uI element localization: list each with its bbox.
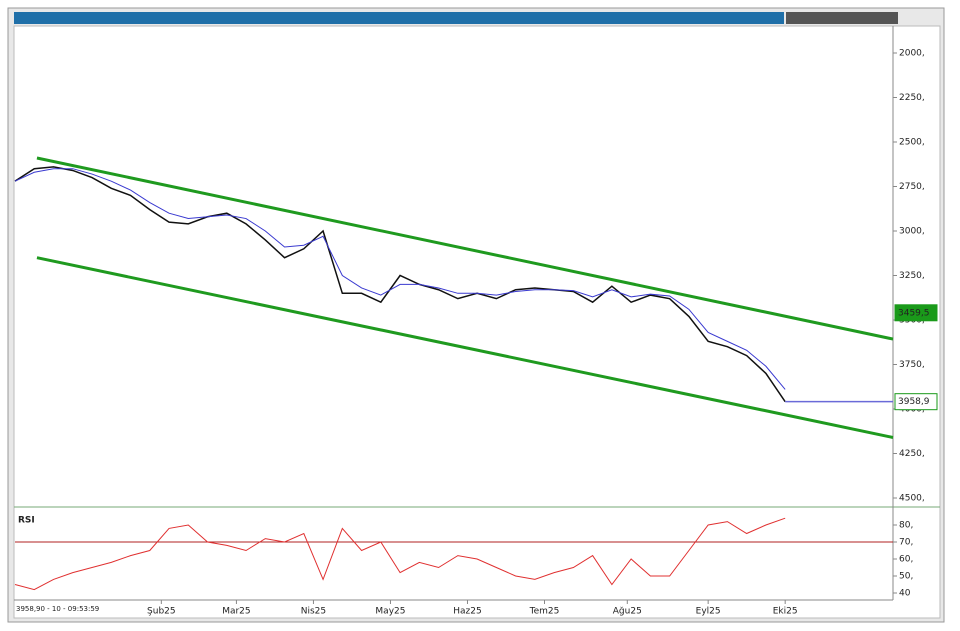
toolbar-right bbox=[786, 12, 898, 24]
y-tick-label: 60, bbox=[899, 555, 913, 565]
y-tick-label: 4250, bbox=[899, 449, 925, 459]
trend-line bbox=[36, 256, 894, 439]
status-text: 3958,90 - 10 - 09:53:59 bbox=[16, 605, 99, 613]
x-tick-label: May25 bbox=[375, 607, 405, 617]
y-tick-label: 4500, bbox=[899, 494, 925, 504]
rsi-title: RSI bbox=[18, 516, 35, 526]
x-tick-label: Eyl25 bbox=[696, 607, 721, 617]
x-tick-label: Tem25 bbox=[529, 607, 560, 617]
series-line bbox=[14, 168, 786, 390]
x-tick-label: Mar25 bbox=[222, 607, 250, 617]
series-line bbox=[14, 517, 786, 591]
price-label-box bbox=[894, 393, 938, 411]
y-tick-label: 3750, bbox=[899, 360, 925, 370]
y-tick-label: 70, bbox=[899, 538, 913, 548]
x-tick-label: Şub25 bbox=[147, 607, 176, 617]
price-label: 3459,5 bbox=[898, 308, 930, 318]
x-tick-label: Eki25 bbox=[773, 607, 798, 617]
y-tick-label: 2750, bbox=[899, 182, 925, 192]
x-tick-label: Nis25 bbox=[301, 607, 326, 617]
y-tick-label: 3250, bbox=[899, 271, 925, 281]
price-label-box bbox=[894, 304, 938, 322]
y-tick-label: 2250, bbox=[899, 93, 925, 103]
y-tick-label: 80, bbox=[899, 521, 913, 531]
x-tick-label: Ağu25 bbox=[613, 607, 642, 617]
trend-line bbox=[36, 156, 894, 341]
series-line bbox=[14, 166, 786, 403]
price-label: 3958,9 bbox=[898, 397, 930, 407]
plot-background bbox=[13, 25, 941, 619]
y-tick-label: 2000, bbox=[899, 49, 925, 59]
y-tick-label: 2500, bbox=[899, 138, 925, 148]
x-tick-label: Haz25 bbox=[453, 607, 481, 617]
y-tick-label: 3000, bbox=[899, 227, 925, 237]
y-tick-label: 40 bbox=[899, 589, 911, 599]
y-tick-label: 50, bbox=[899, 572, 913, 582]
toolbar bbox=[14, 12, 784, 24]
